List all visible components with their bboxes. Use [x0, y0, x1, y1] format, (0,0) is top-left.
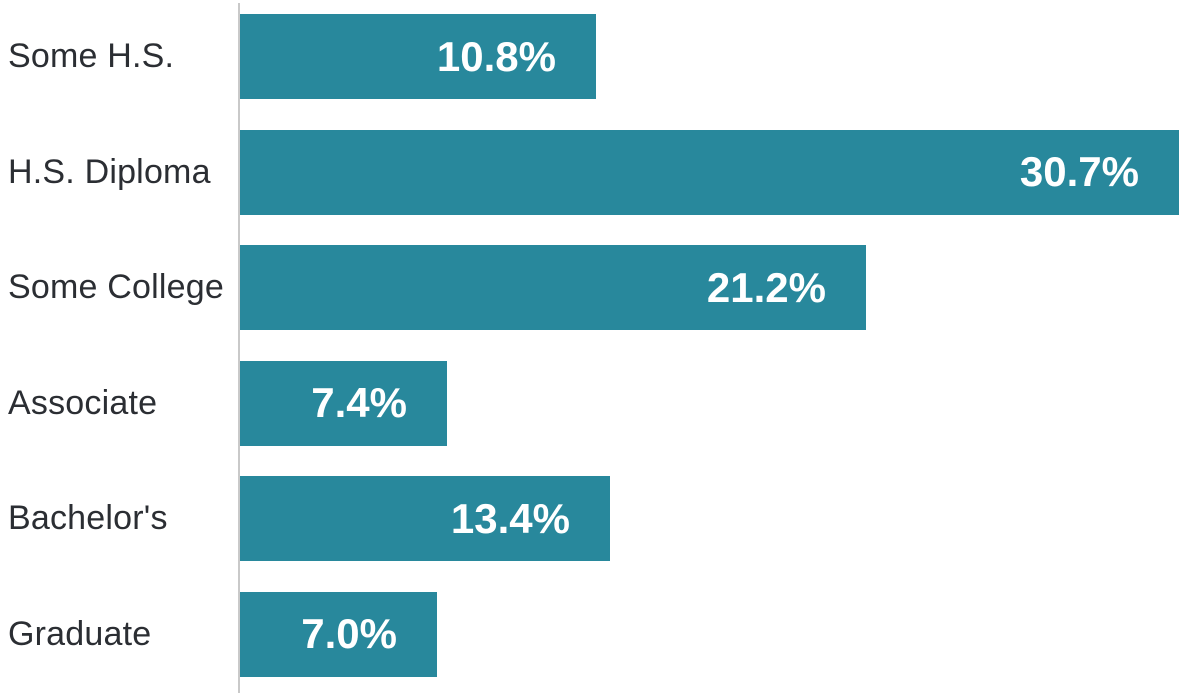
- bar-row: Graduate 7.0%: [0, 591, 1200, 677]
- value-label: 7.4%: [311, 379, 407, 426]
- y-axis-line: [238, 3, 240, 693]
- value-label: 7.0%: [301, 610, 397, 657]
- chart-rows: Some H.S. 10.8% H.S. Diploma 30.7% Some …: [0, 14, 1200, 677]
- bar-track: 30.7%: [240, 129, 1200, 215]
- bar: 21.2%: [240, 245, 866, 330]
- bar-row: Bachelor's 13.4%: [0, 476, 1200, 561]
- bar-track: 7.4%: [240, 360, 1200, 446]
- value-label: 13.4%: [450, 494, 570, 542]
- bar: 10.8%: [240, 14, 596, 99]
- value-label: 10.8%: [436, 32, 556, 80]
- bar: 13.4%: [240, 476, 610, 561]
- bar-row: H.S. Diploma 30.7%: [0, 129, 1200, 215]
- category-label: Some College: [8, 268, 224, 306]
- bar-row: Some H.S. 10.8%: [0, 14, 1200, 99]
- bar-track: 10.8%: [240, 14, 1200, 99]
- bar-track: 21.2%: [240, 245, 1200, 330]
- bar-track: 7.0%: [240, 591, 1200, 677]
- category-label: Associate: [8, 383, 158, 422]
- category-label: Graduate: [8, 614, 152, 653]
- bar-track: 13.4%: [240, 476, 1200, 561]
- value-label: 21.2%: [706, 263, 826, 311]
- category-label: H.S. Diploma: [8, 152, 211, 191]
- bar-row: Associate 7.4%: [0, 360, 1200, 446]
- bar-row: Some College 21.2%: [0, 245, 1200, 330]
- bar: 7.0%: [240, 591, 437, 677]
- category-label: Bachelor's: [8, 499, 168, 537]
- category-label: Some H.S.: [8, 37, 175, 75]
- bar: 7.4%: [240, 360, 447, 446]
- value-label: 30.7%: [1019, 148, 1139, 195]
- bar: 30.7%: [240, 129, 1179, 215]
